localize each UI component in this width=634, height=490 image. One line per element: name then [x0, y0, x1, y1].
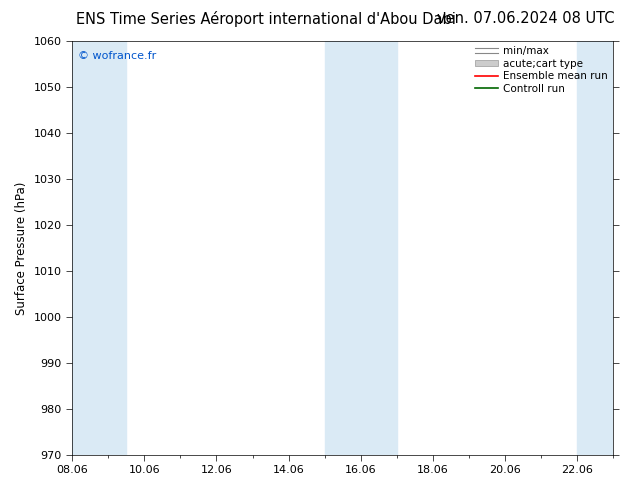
Text: © wofrance.fr: © wofrance.fr [77, 51, 156, 61]
Y-axis label: Surface Pressure (hPa): Surface Pressure (hPa) [15, 181, 28, 315]
Bar [325, 41, 397, 455]
Bar [72, 41, 126, 455]
Text: ENS Time Series Aéroport international d'Abou Dabi: ENS Time Series Aéroport international d… [76, 11, 456, 27]
Text: ven. 07.06.2024 08 UTC: ven. 07.06.2024 08 UTC [437, 11, 615, 26]
Legend: min/max, acute;cart type, Ensemble mean run, Controll run: min/max, acute;cart type, Ensemble mean … [476, 46, 608, 94]
Bar [578, 41, 614, 455]
